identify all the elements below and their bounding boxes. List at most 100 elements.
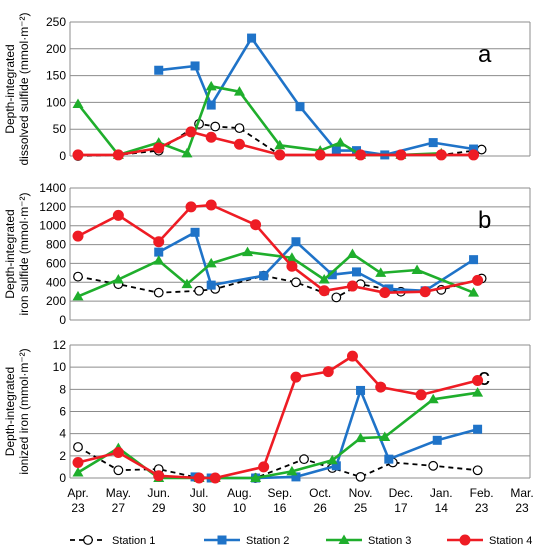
x-tick-label: 23 <box>71 501 85 515</box>
data-point <box>435 149 447 161</box>
data-point <box>427 393 439 404</box>
x-tick-label: Jan. <box>430 486 453 500</box>
series-line-station-4 <box>77 203 478 294</box>
data-point <box>314 149 326 161</box>
legend-marker <box>459 534 471 546</box>
data-point <box>250 219 262 231</box>
data-point <box>190 61 200 71</box>
data-point <box>356 385 366 395</box>
data-point <box>286 252 298 262</box>
data-point <box>112 447 124 459</box>
y-tick-label: 200 <box>46 294 66 308</box>
x-tick-label: Nov. <box>349 486 373 500</box>
y-tick-label: 2 <box>59 449 66 463</box>
data-point <box>153 470 165 482</box>
data-point <box>153 236 165 248</box>
data-point <box>322 366 334 378</box>
data-point <box>286 260 298 272</box>
y-axis-label: iron sulfide (mmol·m⁻²) <box>17 192 31 315</box>
x-tick-label: 26 <box>314 501 328 515</box>
data-point <box>346 280 358 292</box>
panel-c: 0 2 4 6 8 10 12 Depth-integrated ionized iron (m… <box>3 338 531 485</box>
data-point <box>185 201 197 213</box>
data-point <box>395 149 407 161</box>
data-point <box>468 287 480 297</box>
data-point <box>355 149 367 161</box>
data-point <box>326 454 338 465</box>
y-tick-label: 12 <box>53 338 67 352</box>
y-tick-label: 200 <box>46 42 66 56</box>
y-tick-label: 400 <box>46 275 66 289</box>
data-point <box>181 278 193 289</box>
legend: Station 1 Station 2 Station 3 Station 4 <box>70 534 532 547</box>
data-point <box>209 472 221 484</box>
data-point <box>193 472 205 484</box>
x-tick-label: Dec. <box>389 486 414 500</box>
series-line-station-3 <box>77 250 475 298</box>
y-tick-label: 800 <box>46 238 66 252</box>
data-point <box>185 126 197 138</box>
data-point <box>112 209 124 221</box>
x-tick-label: 29 <box>152 501 166 515</box>
series-line-station-4 <box>77 354 478 480</box>
data-point <box>205 257 217 268</box>
x-tick-label: 17 <box>394 501 408 515</box>
data-point <box>318 285 330 297</box>
data-point <box>384 284 394 294</box>
data-point <box>250 472 262 482</box>
legend-label: Station 4 <box>489 535 532 547</box>
x-tick-label: 23 <box>515 501 529 515</box>
x-tick-label: 27 <box>112 501 126 515</box>
data-point <box>242 246 254 257</box>
data-point <box>190 227 200 237</box>
x-tick-label: Jul. <box>190 486 209 500</box>
data-point <box>205 131 217 143</box>
y-tick-label: 6 <box>59 405 66 419</box>
y-axis-label: ionized iron (mmol·m⁻²) <box>17 348 31 474</box>
x-tick-label: Aug. <box>227 486 252 500</box>
data-point <box>291 472 301 482</box>
data-point <box>379 287 391 299</box>
series-line-station-1 <box>77 446 478 479</box>
data-point <box>468 149 480 161</box>
data-point <box>469 255 479 265</box>
panel-a: 0 50 100 150 200 250 Depth-integrated dissolved… <box>3 12 531 166</box>
data-point <box>73 271 83 282</box>
y-axis-label: Depth-integrated <box>3 44 17 133</box>
y-tick-label: 1400 <box>39 181 66 195</box>
data-point <box>112 149 124 161</box>
series-line-station-2 <box>158 36 474 157</box>
data-point <box>210 121 221 132</box>
data-point <box>432 435 442 445</box>
data-point <box>346 248 358 258</box>
x-tick-label: 14 <box>435 501 449 515</box>
data-point <box>234 123 245 134</box>
y-tick-label: 4 <box>59 427 66 441</box>
data-point <box>153 287 164 298</box>
data-point <box>411 264 423 275</box>
data-point <box>476 144 487 155</box>
data-point <box>113 465 124 476</box>
data-point <box>472 374 484 386</box>
data-point <box>469 144 479 154</box>
x-tick-label: 16 <box>273 501 287 515</box>
data-point <box>472 274 484 286</box>
data-point <box>355 432 367 443</box>
x-tick-label: Jun. <box>147 486 170 500</box>
y-axis-label: dissolved sulfide (mmol·m⁻²) <box>17 12 31 165</box>
data-point <box>291 277 301 288</box>
data-point <box>352 146 362 156</box>
y-tick-label: 0 <box>59 149 66 163</box>
data-point <box>206 280 216 290</box>
y-tick-label: 150 <box>46 69 66 83</box>
x-tick-label: Oct. <box>309 486 331 500</box>
x-tick-label: Mar. <box>510 486 533 500</box>
y-axis-label: Depth-integrated <box>3 209 17 298</box>
panel-label: a <box>478 41 492 68</box>
series-line-station-2 <box>158 231 475 293</box>
series-line-station-3 <box>76 85 442 157</box>
data-point <box>112 273 124 284</box>
legend-marker <box>83 535 93 545</box>
y-tick-label: 100 <box>46 95 66 109</box>
